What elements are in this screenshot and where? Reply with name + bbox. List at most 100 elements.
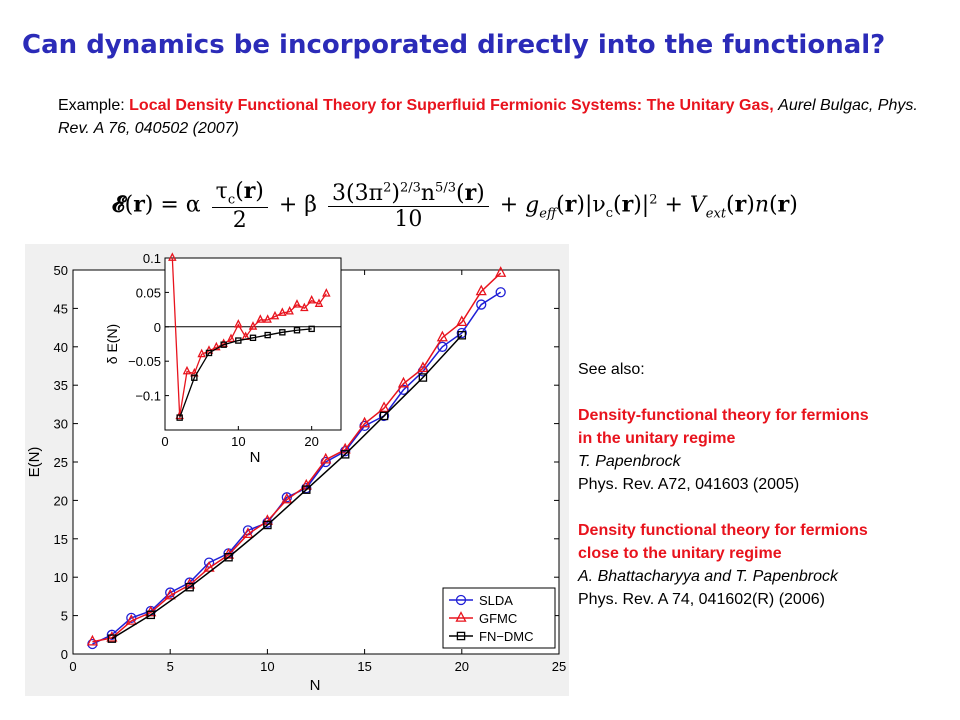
inset-point-triangle bbox=[263, 314, 272, 323]
inset-point-square bbox=[308, 325, 315, 333]
main-point-circle bbox=[262, 517, 273, 528]
legend-marker bbox=[455, 594, 467, 606]
main-point-triangle bbox=[203, 561, 215, 572]
reference-citation-text: Aurel Bulgac, Phys. Rev. A 76, 040502 (2… bbox=[58, 97, 918, 137]
main-x-axis-label: N bbox=[310, 677, 321, 694]
ref2-journal: Phys. Rev. A 74, 041602(R) (2006) bbox=[578, 591, 825, 608]
main-series-line-triangle bbox=[92, 272, 502, 643]
see-also-heading: See also: bbox=[578, 361, 645, 378]
inset-y-tick-label: −0.05 bbox=[128, 354, 161, 369]
main-y-tick-label: 20 bbox=[54, 493, 68, 508]
inset-point-triangle bbox=[234, 319, 243, 328]
inset-point-triangle bbox=[212, 341, 221, 351]
see-also-block: See also: Density-functional theory for … bbox=[578, 358, 958, 611]
inset-x-tick-label: 0 bbox=[161, 434, 168, 449]
main-point-triangle bbox=[417, 361, 429, 373]
chart-panel: 0 5 10 15 20 25 0 5 10 15 20 25 30 35 40 45 50 N E(N) 0 1… bbox=[25, 244, 569, 696]
main-point-square bbox=[146, 610, 156, 620]
legend-label: SLDA bbox=[479, 593, 513, 608]
main-point-triangle bbox=[242, 527, 254, 538]
reference-citation: Example: Local Density Functional Theory… bbox=[58, 94, 918, 140]
main-point-square bbox=[302, 485, 311, 494]
main-y-tick-label: 10 bbox=[54, 570, 68, 585]
inset-y-tick-label: −0.1 bbox=[135, 389, 161, 404]
reference-prefix: Example: bbox=[58, 97, 130, 114]
main-point-triangle bbox=[436, 330, 448, 342]
main-x-tick-label: 5 bbox=[167, 659, 174, 674]
inset-plot-area bbox=[164, 257, 342, 431]
main-point-triangle bbox=[164, 588, 176, 600]
inset-point-triangle bbox=[285, 306, 294, 315]
inset-y-tick-label: 0.1 bbox=[143, 251, 161, 266]
inset-point-square bbox=[176, 414, 183, 421]
main-x-tick-label: 0 bbox=[69, 659, 76, 674]
ref1-authors: T. Papenbrock bbox=[578, 453, 681, 470]
inset-point-square bbox=[205, 349, 213, 357]
energy-chart: 0 5 10 15 20 25 0 5 10 15 20 25 30 35 40 45 50 N E(N) 0 1… bbox=[26, 251, 566, 694]
legend: SLDA GFMC FN−DMC bbox=[442, 587, 556, 649]
inset-series-line-square bbox=[179, 328, 312, 418]
main-x-tick-label: 25 bbox=[552, 659, 566, 674]
main-point-square bbox=[107, 634, 117, 643]
main-point-triangle bbox=[495, 266, 507, 277]
main-y-tick-label: 35 bbox=[54, 378, 68, 393]
main-series-line-square bbox=[111, 334, 463, 640]
main-point-triangle bbox=[281, 492, 293, 504]
inset-point-square bbox=[249, 334, 257, 342]
main-y-tick-label: 40 bbox=[54, 340, 68, 355]
inset-point-triangle bbox=[256, 314, 265, 323]
ref1-title-line2: in the unitary regime bbox=[578, 430, 736, 447]
main-point-triangle bbox=[378, 401, 390, 413]
slide-title: Can dynamics be incorporated directly in… bbox=[22, 30, 886, 60]
main-point-triangle bbox=[475, 284, 487, 296]
inset-point-square bbox=[235, 337, 242, 344]
energy-functional-formula: 𝓔(r) = α τc(r) 2 + β 3(3π2)2/3n5/3(r) 10 +… bbox=[112, 178, 798, 234]
inset-point-triangle bbox=[270, 310, 280, 320]
ref1-journal: Phys. Rev. A72, 041603 (2005) bbox=[578, 476, 800, 493]
legend-label: FN−DMC bbox=[479, 629, 534, 644]
main-point-circle bbox=[495, 287, 506, 298]
inset-point-square bbox=[191, 374, 198, 381]
main-y-axis-label: E(N) bbox=[26, 447, 43, 478]
main-y-tick-label: 0 bbox=[61, 647, 68, 662]
legend-label: GFMC bbox=[479, 611, 517, 626]
main-point-triangle bbox=[397, 376, 410, 388]
main-point-triangle bbox=[456, 315, 468, 327]
legend-marker bbox=[455, 611, 467, 622]
main-point-square bbox=[224, 552, 233, 562]
main-point-triangle bbox=[320, 452, 332, 464]
inset-point-triangle bbox=[307, 294, 316, 304]
main-y-tick-label: 45 bbox=[54, 301, 68, 316]
main-point-triangle bbox=[86, 634, 99, 646]
inset-point-square bbox=[293, 327, 301, 334]
main-point-circle bbox=[476, 299, 487, 310]
inset-point-triangle bbox=[314, 298, 324, 307]
inset-point-triangle bbox=[197, 348, 206, 358]
inset-y-tick-label: 0.05 bbox=[136, 285, 161, 300]
main-y-tick-label: 25 bbox=[54, 455, 68, 470]
inset-point-square bbox=[264, 331, 271, 339]
main-point-triangle bbox=[359, 416, 371, 428]
main-point-square bbox=[263, 520, 272, 530]
main-y-tick-label: 15 bbox=[54, 532, 68, 547]
inset-point-square bbox=[279, 329, 286, 336]
inset-point-triangle bbox=[300, 302, 309, 312]
inset-y-tick-label: 0 bbox=[154, 320, 161, 335]
main-y-tick-label: 30 bbox=[54, 417, 68, 432]
main-point-triangle bbox=[125, 614, 137, 625]
main-point-square bbox=[379, 411, 389, 421]
inset-x-axis-label: N bbox=[250, 449, 261, 466]
main-point-square bbox=[457, 331, 467, 340]
main-x-tick-label: 15 bbox=[357, 659, 371, 674]
main-point-square bbox=[418, 373, 428, 382]
inset-y-axis-label: δ E(N) bbox=[104, 324, 120, 364]
inset-point-square bbox=[220, 341, 227, 348]
main-point-circle bbox=[456, 327, 467, 339]
inset-point-triangle bbox=[219, 338, 228, 347]
inset-point-triangle bbox=[248, 321, 258, 330]
main-x-tick-label: 20 bbox=[455, 659, 469, 674]
inset-x-tick-label: 10 bbox=[231, 434, 245, 449]
ref1-title-line1: Density-functional theory for fermions bbox=[578, 407, 869, 424]
legend-marker bbox=[456, 631, 466, 641]
main-point-square bbox=[340, 450, 350, 459]
